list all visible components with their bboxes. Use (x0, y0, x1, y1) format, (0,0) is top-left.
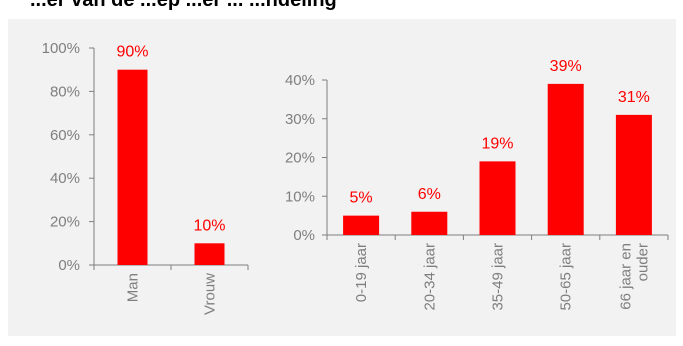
bar-value-label: 6% (418, 186, 441, 203)
bar (343, 215, 380, 235)
y-tick-label: 80% (50, 83, 80, 100)
bar-value-label: 19% (481, 135, 513, 152)
y-tick-label: 60% (50, 127, 80, 144)
y-tick-label: 20% (285, 150, 315, 167)
y-tick-label: 0% (58, 257, 80, 274)
page-title: ...er van de ...ep ...er ... ...ndeling (30, 0, 337, 11)
y-tick-label: 100% (42, 40, 80, 57)
y-tick-label: 40% (50, 170, 80, 187)
gender-bar-chart: 0% 20% 40% 60% 80% 100% 90% Man 10% Vrouw (42, 40, 249, 315)
bar (547, 83, 584, 235)
bar-value-label: 39% (550, 58, 582, 75)
x-category-label: ouder (634, 243, 651, 281)
x-category-label: 20-34 jaar (421, 243, 438, 311)
bar-value-label: 31% (618, 89, 650, 106)
bar (194, 243, 225, 265)
bar-value-label: 5% (350, 190, 373, 207)
y-tick-label: 20% (50, 214, 80, 231)
y-tick-label: 30% (285, 111, 315, 128)
bar (615, 114, 652, 235)
x-category-label: 0-19 jaar (353, 243, 370, 302)
bar-value-label: 10% (193, 217, 225, 234)
y-tick-label: 40% (285, 72, 315, 89)
y-tick-label: 10% (285, 188, 315, 205)
x-category-label: 66 jaar en (617, 243, 634, 310)
age-bar-chart: 0% 10% 20% 30% 40% 5% 0-19 jaar 6% 20-34 jaar 19%… (285, 58, 669, 311)
y-tick-label: 0% (293, 227, 315, 244)
x-category-label: Vrouw (202, 273, 219, 315)
bar (411, 211, 448, 235)
x-category-label: 35-49 jaar (490, 243, 507, 311)
bar-value-label: 90% (116, 44, 148, 61)
bar (479, 161, 516, 235)
x-category-label: Man (125, 273, 142, 302)
x-category-label: 50-65 jaar (558, 243, 575, 311)
bar (117, 69, 148, 265)
